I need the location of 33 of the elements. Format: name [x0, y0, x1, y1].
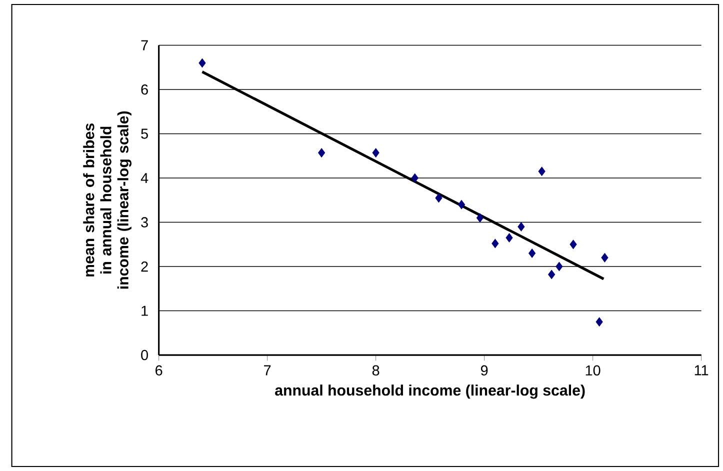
y-tick-label: 0 [141, 350, 148, 360]
point [198, 58, 206, 68]
x-axis-title: annual household income (linear-log scale) [275, 384, 585, 399]
point [556, 262, 563, 272]
x-tick-label: 10 [586, 365, 600, 376]
x-tick-label: 6 [156, 365, 162, 376]
y-tick-label: 1 [142, 306, 148, 316]
point [596, 317, 603, 326]
x-tick-label: 9 [480, 365, 488, 376]
point [518, 222, 525, 232]
y-tick-label: 5 [141, 128, 148, 139]
point [528, 248, 536, 258]
point [601, 253, 608, 262]
y-tick-label: 4 [140, 173, 148, 184]
point [570, 240, 577, 250]
point [492, 238, 499, 248]
y-tick-label: 2 [141, 262, 148, 272]
point [411, 173, 418, 183]
point [458, 200, 466, 210]
y-axis-title: mean share of bribes in annual household income (linear-log scale) [83, 111, 132, 289]
x-tick-label: 11 [694, 365, 708, 376]
x-tick-label: 7 [264, 365, 271, 376]
point [318, 148, 326, 158]
point [435, 193, 442, 203]
y-tick-label: 3 [141, 217, 148, 228]
point [548, 270, 556, 280]
point [476, 213, 484, 222]
point [506, 233, 513, 242]
point [372, 148, 380, 158]
y-tick-label: 7 [141, 40, 148, 50]
y-tick-label: 6 [141, 84, 148, 95]
point [538, 166, 546, 176]
x-tick-label: 8 [372, 365, 380, 376]
